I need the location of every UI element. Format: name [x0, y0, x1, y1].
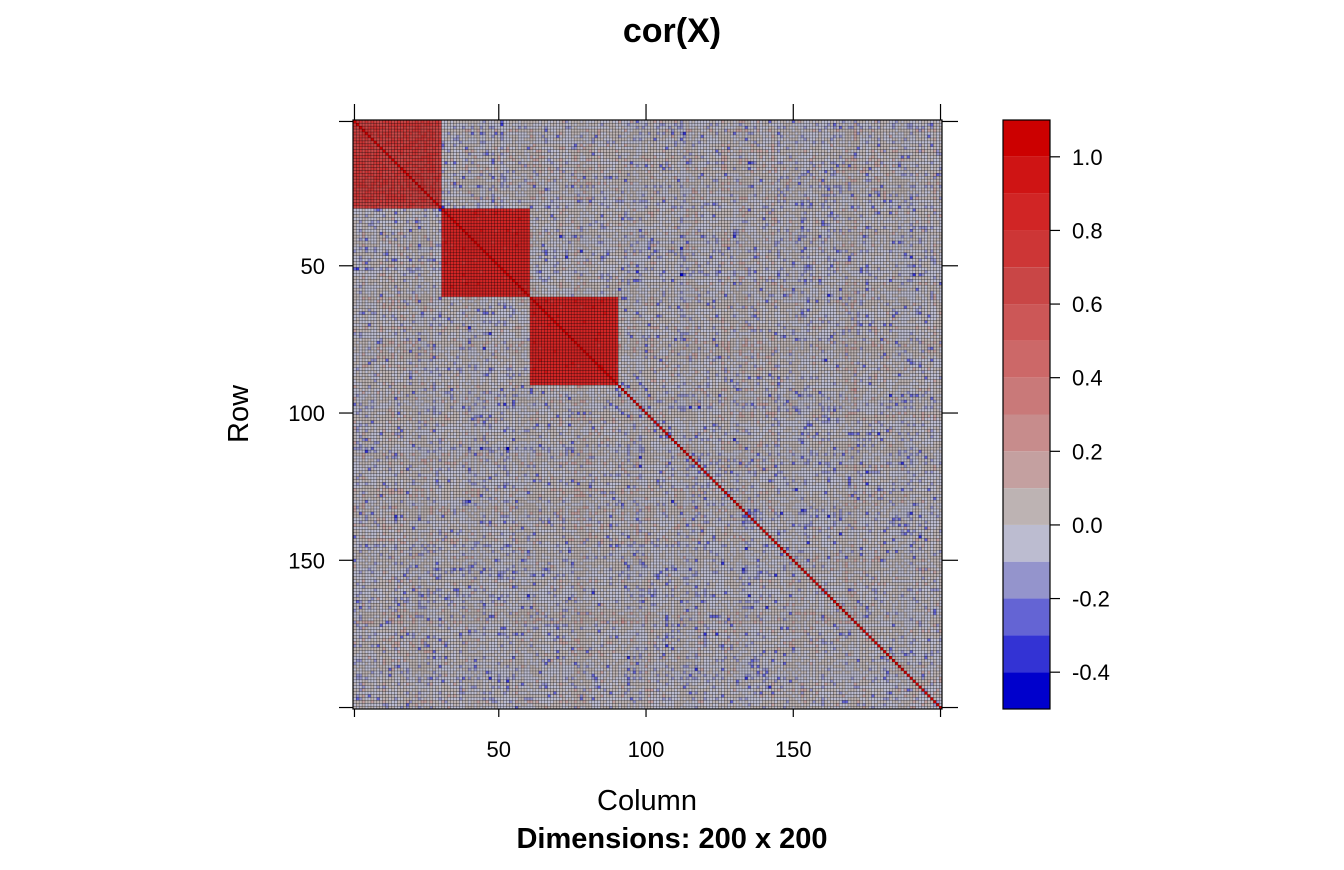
colorbar-bin: [1003, 414, 1050, 452]
colorbar: 1.0 0.8 0.6 0.4 0.2 0.0 -0.2 -0.4: [1002, 119, 1110, 710]
colorbar-bin: [1003, 340, 1050, 378]
axes: 50 100 150 50 100 150: [288, 104, 958, 762]
colorbar-bin: [1003, 267, 1050, 305]
colorbar-tick-label: 1.0: [1072, 145, 1103, 170]
colorbar-bin: [1003, 598, 1050, 636]
colorbar-tick-label: 0.8: [1072, 218, 1103, 243]
x-tick-label: 100: [628, 737, 665, 762]
colorbar-bin: [1003, 672, 1050, 709]
colorbar-tick-label: 0.0: [1072, 513, 1103, 538]
colorbar-bin: [1003, 193, 1050, 231]
y-tick-label: 100: [288, 401, 325, 426]
colorbar-bin: [1003, 156, 1050, 194]
colorbar-bin: [1003, 561, 1050, 599]
colorbar-bin: [1003, 304, 1050, 341]
colorbar-bin: [1003, 377, 1050, 415]
x-axis-label: Column: [597, 785, 697, 817]
plot-border: [352, 119, 943, 710]
colorbar-tick-label: -0.2: [1072, 587, 1110, 612]
colorbar-bin: [1003, 120, 1050, 157]
colorbar-bin: [1003, 635, 1050, 673]
colorbar-bin: [1003, 488, 1050, 525]
colorbar-bin: [1003, 524, 1050, 562]
colorbar-tick-label: 0.6: [1072, 292, 1103, 317]
heatmap-cells: [353, 120, 942, 709]
y-axis-label: Row: [223, 384, 255, 443]
colorbar-bin: [1003, 451, 1050, 489]
heatmap-matrix: [352, 119, 943, 710]
chart-title: cor(X): [623, 12, 721, 50]
colorbar-tick-label: 0.2: [1072, 439, 1103, 464]
y-tick-label: 150: [288, 548, 325, 573]
x-tick-label: 150: [775, 737, 812, 762]
dimensions-subtitle: Dimensions: 200 x 200: [516, 823, 827, 855]
x-tick-label: 50: [487, 737, 511, 762]
colorbar-bin: [1003, 230, 1050, 268]
colorbar-tick-label: -0.4: [1072, 660, 1110, 685]
colorbar-border: [1002, 119, 1051, 710]
colorbar-tick-label: 0.4: [1072, 366, 1103, 391]
y-tick-label: 50: [301, 254, 325, 279]
